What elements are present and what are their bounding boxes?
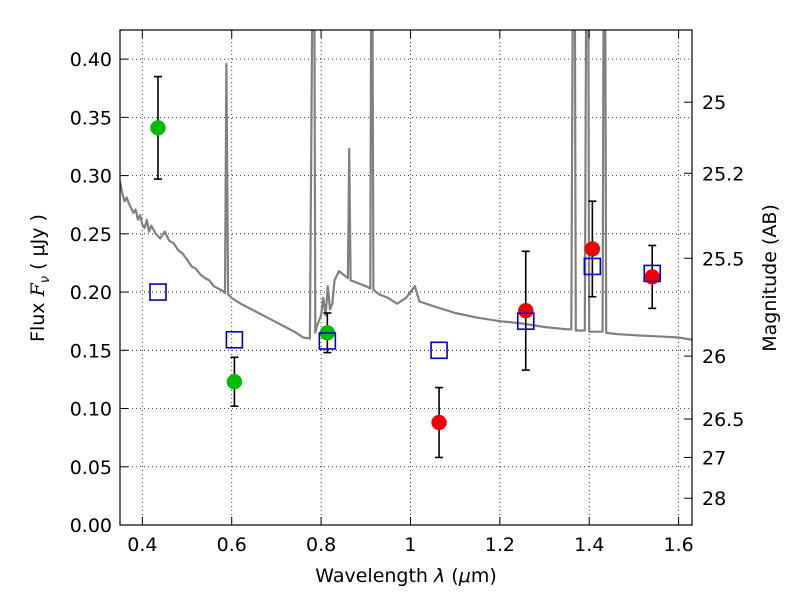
data-markers — [149, 120, 662, 431]
model-sed-path — [120, 30, 692, 341]
model-photometry-square — [149, 283, 167, 301]
y-tick-label: 0.20 — [70, 282, 112, 304]
observed-hst-nir-point — [584, 241, 601, 257]
y-tick-label: 0.15 — [70, 340, 112, 362]
x-axis-label: Wavelength λ (μm) — [315, 565, 496, 587]
y2-tick-label: 25.5 — [702, 248, 744, 270]
y2-tick-label: 27 — [702, 447, 726, 469]
y2-axis-label: Magnitude (AB) — [759, 204, 781, 352]
x-tick-label: 1.2 — [485, 534, 515, 556]
model-photometry-square — [583, 257, 602, 276]
x-tick-label: 1.6 — [663, 534, 693, 556]
observed-hst-optical-point — [226, 373, 243, 390]
y2-tick-label: 26.5 — [702, 409, 744, 431]
model-photometry-square — [225, 331, 244, 349]
observed-hst-nir-point — [518, 302, 534, 319]
y-tick-label: 0.10 — [70, 399, 112, 421]
x-tick-label: 1.4 — [574, 534, 604, 556]
axis-ticks: 0.4 0.6 0.8 1 1.2 1.4 1.6 0.00 0.05 0.10 0.15 0.20 0… — [70, 30, 744, 556]
x-tick-label: 0.8 — [306, 534, 336, 556]
y-tick-label: 0.25 — [70, 224, 112, 246]
y-tick-label: 0.35 — [70, 107, 112, 129]
observed-hst-optical-point — [150, 120, 166, 136]
model-photometry-square — [430, 341, 448, 360]
x-tick-label: 0.6 — [217, 534, 247, 556]
model-photometry-square — [643, 264, 662, 283]
error-bars — [153, 75, 657, 459]
plot-frame — [119, 29, 693, 526]
y-tick-label: 0.05 — [70, 457, 112, 479]
model-photometry-square — [516, 312, 535, 330]
x-tick-label: 1 — [404, 534, 416, 556]
y2-tick-label: 25.2 — [702, 163, 744, 185]
y-axis-label: Flux Fν ( μJy ) — [27, 214, 53, 342]
model-sed-line — [120, 30, 692, 341]
y-tick-label: 0.40 — [70, 49, 112, 71]
y-tick-label: 0.00 — [70, 515, 112, 537]
y2-tick-label: 28 — [702, 488, 726, 510]
y-tick-label: 0.30 — [70, 166, 112, 188]
observed-hst-nir-point — [431, 414, 447, 431]
x-tick-label: 0.4 — [127, 534, 157, 556]
y2-tick-label: 25 — [702, 92, 726, 114]
y2-tick-label: 26 — [702, 346, 726, 368]
model-photometry-square — [318, 332, 337, 350]
